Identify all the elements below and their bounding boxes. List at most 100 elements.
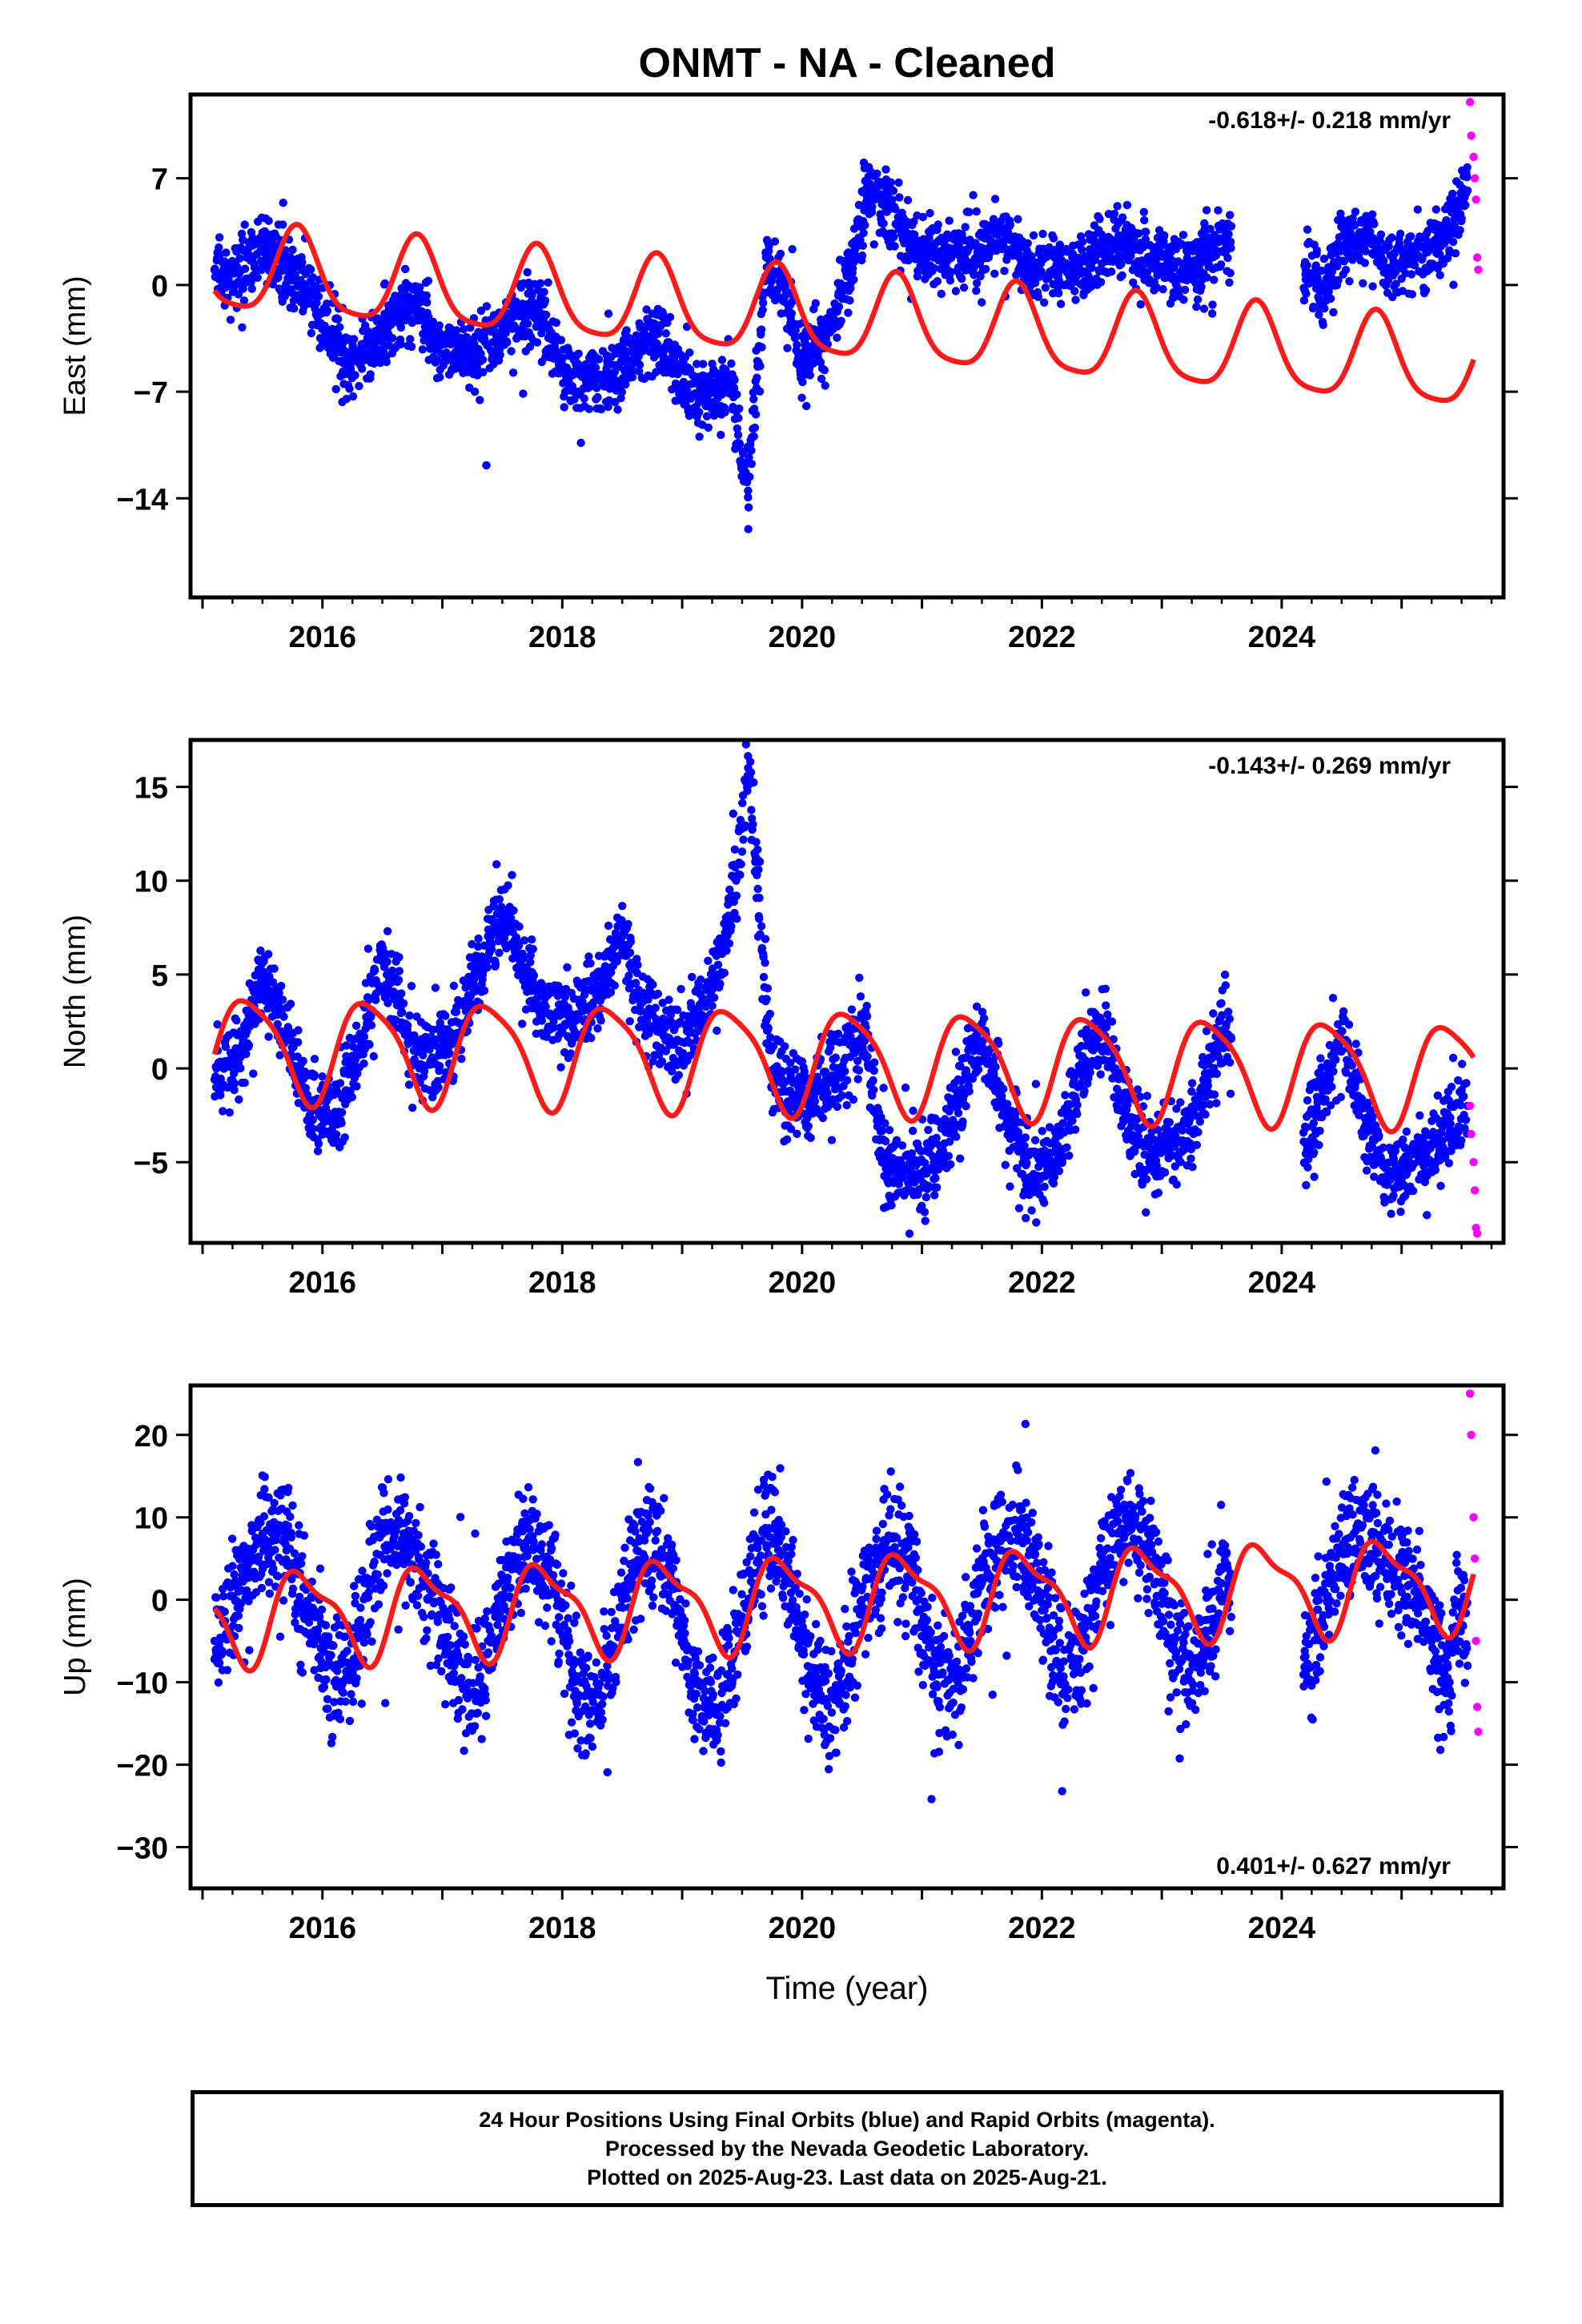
north-final-point <box>249 1069 258 1078</box>
east-final-point <box>945 216 954 225</box>
north-final-point <box>310 1055 319 1063</box>
north-final-point <box>956 1154 965 1163</box>
east-final-point <box>802 401 811 411</box>
north-final-point <box>388 966 397 975</box>
north-final-point <box>244 1041 254 1050</box>
east-x-tick-label: 2022 <box>1008 621 1076 654</box>
north-final-point <box>761 959 769 967</box>
north-final-point <box>965 1087 974 1096</box>
north-final-point <box>870 1058 879 1067</box>
east-final-point <box>540 287 548 296</box>
north-final-point <box>952 1132 961 1141</box>
north-final-point <box>279 1012 288 1021</box>
east-final-point <box>1178 231 1188 239</box>
east-final-point <box>226 316 235 324</box>
east-final-point <box>954 250 962 259</box>
east-final-point <box>747 460 756 468</box>
north-final-point <box>887 1200 896 1210</box>
north-final-point <box>752 838 761 846</box>
north-final-point <box>765 1009 774 1019</box>
east-final-point <box>903 195 913 205</box>
east-final-point <box>1139 207 1149 216</box>
east-final-point <box>773 291 781 300</box>
north-final-point <box>881 1119 889 1128</box>
north-final-point <box>833 1029 843 1039</box>
east-y-axis-label: East (mm) <box>58 275 92 416</box>
east-final-point <box>1301 265 1311 274</box>
east-rapid-point <box>1465 98 1475 107</box>
east-final-point <box>695 432 704 441</box>
east-final-point <box>1045 243 1054 252</box>
east-final-point <box>695 408 704 416</box>
east-final-point <box>1435 271 1444 279</box>
east-x-tick-label: 2020 <box>769 621 837 654</box>
east-final-point <box>749 395 758 404</box>
east-final-point <box>937 289 946 299</box>
east-final-point <box>1118 271 1126 280</box>
east-final-point <box>749 432 758 441</box>
east-final-point <box>1107 267 1116 276</box>
north-final-point <box>235 1095 243 1104</box>
east-final-point <box>556 336 566 344</box>
north-final-point <box>837 1091 846 1100</box>
north-final-point <box>483 963 492 972</box>
east-final-point <box>895 193 904 202</box>
east-final-point <box>606 369 615 378</box>
east-final-point <box>635 360 644 369</box>
north-final-point <box>946 1160 955 1169</box>
east-final-point <box>1348 214 1357 223</box>
east-final-point <box>879 219 888 228</box>
east-final-point <box>946 276 955 285</box>
east-final-point <box>744 503 753 512</box>
east-final-point <box>552 318 560 328</box>
east-final-point <box>780 280 789 290</box>
east-final-point <box>1014 215 1022 223</box>
east-final-point <box>1203 273 1211 282</box>
east-final-point <box>735 404 744 413</box>
east-final-point <box>958 274 966 283</box>
east-rapid-point <box>1472 253 1482 262</box>
north-final-point <box>665 995 673 1004</box>
east-final-point <box>234 290 243 299</box>
north-final-point <box>782 1135 792 1144</box>
east-final-point <box>926 209 934 218</box>
east-final-point <box>1038 229 1047 239</box>
north-final-point <box>863 1052 872 1061</box>
north-final-point <box>467 962 476 971</box>
east-final-point <box>355 381 363 391</box>
east-final-point <box>357 364 367 373</box>
east-final-point <box>653 329 663 338</box>
north-final-point <box>293 1038 303 1047</box>
north-final-point <box>556 1063 565 1072</box>
east-final-point <box>624 348 632 356</box>
east-final-point <box>753 373 761 382</box>
north-final-point <box>548 1023 558 1032</box>
east-final-point <box>727 359 736 368</box>
east-final-point <box>744 486 753 495</box>
north-final-point <box>633 960 642 970</box>
east-final-point <box>665 312 675 322</box>
east-final-point <box>1407 232 1415 241</box>
east-final-point <box>1000 267 1009 275</box>
north-final-point <box>854 1066 864 1075</box>
north-final-point <box>527 935 536 944</box>
north-final-point <box>631 979 640 987</box>
east-final-point <box>423 298 432 307</box>
north-final-point <box>363 944 373 953</box>
north-final-point <box>236 1063 245 1073</box>
north-final-point <box>716 979 725 988</box>
north-final-point <box>361 979 371 987</box>
north-final-point <box>653 989 663 999</box>
north-final-point <box>626 937 636 947</box>
north-final-point <box>480 986 489 995</box>
east-final-point <box>889 232 898 242</box>
east-final-point <box>282 262 291 271</box>
north-final-point <box>541 1002 550 1011</box>
east-final-point <box>1129 278 1138 287</box>
east-final-point <box>735 440 745 448</box>
north-final-point <box>560 992 570 1002</box>
east-final-point <box>604 402 612 412</box>
east-final-point <box>1398 287 1407 296</box>
east-final-point <box>1224 230 1233 239</box>
east-final-point <box>982 264 990 274</box>
